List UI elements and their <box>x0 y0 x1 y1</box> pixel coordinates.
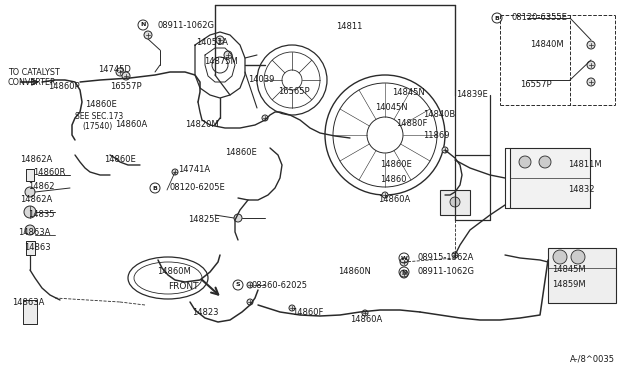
Text: 14835: 14835 <box>28 210 54 219</box>
Circle shape <box>247 282 253 288</box>
Text: N: N <box>401 269 406 275</box>
Text: SEE SEC.173: SEE SEC.173 <box>75 112 124 121</box>
Circle shape <box>442 147 448 153</box>
Text: 08120-6205E: 08120-6205E <box>169 183 225 192</box>
Circle shape <box>25 225 35 235</box>
Bar <box>23 300 37 324</box>
Text: TO CATALYST
CONVERTER: TO CATALYST CONVERTER <box>8 68 60 87</box>
Text: 14820M: 14820M <box>185 120 219 129</box>
Circle shape <box>262 115 268 121</box>
Circle shape <box>400 258 408 266</box>
Text: FRONT: FRONT <box>168 282 198 291</box>
Text: 14862: 14862 <box>28 182 54 191</box>
Circle shape <box>216 36 224 44</box>
Text: 14863A: 14863A <box>18 228 51 237</box>
Circle shape <box>172 169 178 175</box>
Text: 08911-1062G: 08911-1062G <box>418 267 475 276</box>
Circle shape <box>116 68 124 76</box>
Text: 14862A: 14862A <box>20 155 52 164</box>
Circle shape <box>25 187 35 197</box>
Text: 14863A: 14863A <box>12 298 44 307</box>
Text: 16557P: 16557P <box>110 82 141 91</box>
Text: 14860E: 14860E <box>225 148 257 157</box>
Circle shape <box>247 299 253 305</box>
Text: 14823: 14823 <box>192 308 218 317</box>
Text: 14741A: 14741A <box>178 165 210 174</box>
Bar <box>440 190 470 215</box>
Circle shape <box>122 72 130 80</box>
Text: 14845M: 14845M <box>552 265 586 274</box>
Circle shape <box>382 192 388 198</box>
Bar <box>510 148 590 208</box>
Text: 16557P: 16557P <box>520 80 552 89</box>
Circle shape <box>553 250 567 264</box>
Text: 14860P: 14860P <box>48 82 79 91</box>
Circle shape <box>571 250 585 264</box>
Circle shape <box>24 206 36 218</box>
Text: 14860M: 14860M <box>157 267 191 276</box>
Bar <box>26 169 34 181</box>
Circle shape <box>289 305 295 311</box>
Circle shape <box>519 156 531 168</box>
Text: 14875M: 14875M <box>204 57 237 66</box>
Text: 14860N: 14860N <box>338 267 371 276</box>
Text: 14859M: 14859M <box>552 280 586 289</box>
Text: 08915-1362A: 08915-1362A <box>418 253 474 263</box>
Bar <box>26 241 35 255</box>
Text: W: W <box>401 256 408 260</box>
Bar <box>548 248 616 303</box>
Text: B: B <box>495 16 499 20</box>
Text: 14745D: 14745D <box>98 65 131 74</box>
Circle shape <box>234 214 242 222</box>
Text: 14840M: 14840M <box>530 40 564 49</box>
Text: N: N <box>140 22 146 28</box>
Text: 14862A: 14862A <box>20 195 52 204</box>
Circle shape <box>400 270 408 278</box>
Circle shape <box>587 41 595 49</box>
Text: (17540): (17540) <box>82 122 112 131</box>
Text: 14860R: 14860R <box>33 168 65 177</box>
Text: 16565P: 16565P <box>278 87 310 96</box>
Text: 14860: 14860 <box>380 175 406 184</box>
Text: 14860A: 14860A <box>350 315 382 324</box>
Circle shape <box>144 31 152 39</box>
Text: 14880F: 14880F <box>396 119 428 128</box>
Text: 08360-62025: 08360-62025 <box>252 280 308 289</box>
Circle shape <box>224 51 232 59</box>
Text: 14051A: 14051A <box>196 38 228 47</box>
Text: 14039: 14039 <box>248 75 275 84</box>
Text: 14860A: 14860A <box>378 195 410 204</box>
Text: B: B <box>152 186 157 190</box>
Text: 08911-1062G: 08911-1062G <box>157 20 214 29</box>
Text: 08120-6355E: 08120-6355E <box>511 13 567 22</box>
Text: 14860E: 14860E <box>104 155 136 164</box>
Circle shape <box>587 61 595 69</box>
Text: 14863: 14863 <box>24 243 51 252</box>
Text: 14811: 14811 <box>336 22 362 31</box>
Circle shape <box>587 78 595 86</box>
Text: 14045N: 14045N <box>375 103 408 112</box>
Text: 14860E: 14860E <box>85 100 116 109</box>
Text: S: S <box>236 282 240 288</box>
Text: 14840B: 14840B <box>423 110 455 119</box>
Circle shape <box>452 252 458 258</box>
Circle shape <box>450 197 460 207</box>
Text: 14845N: 14845N <box>392 88 425 97</box>
Text: 14860A: 14860A <box>115 120 147 129</box>
Text: 14860E: 14860E <box>380 160 412 169</box>
Text: 14839E: 14839E <box>456 90 488 99</box>
Text: A-/8^0035: A-/8^0035 <box>570 355 615 364</box>
Text: 14811M: 14811M <box>568 160 602 169</box>
Circle shape <box>539 156 551 168</box>
Text: 11869: 11869 <box>423 131 449 140</box>
Circle shape <box>362 310 368 316</box>
Text: 14860F: 14860F <box>292 308 323 317</box>
Text: 14832: 14832 <box>568 185 595 194</box>
Text: 14825E: 14825E <box>188 215 220 224</box>
